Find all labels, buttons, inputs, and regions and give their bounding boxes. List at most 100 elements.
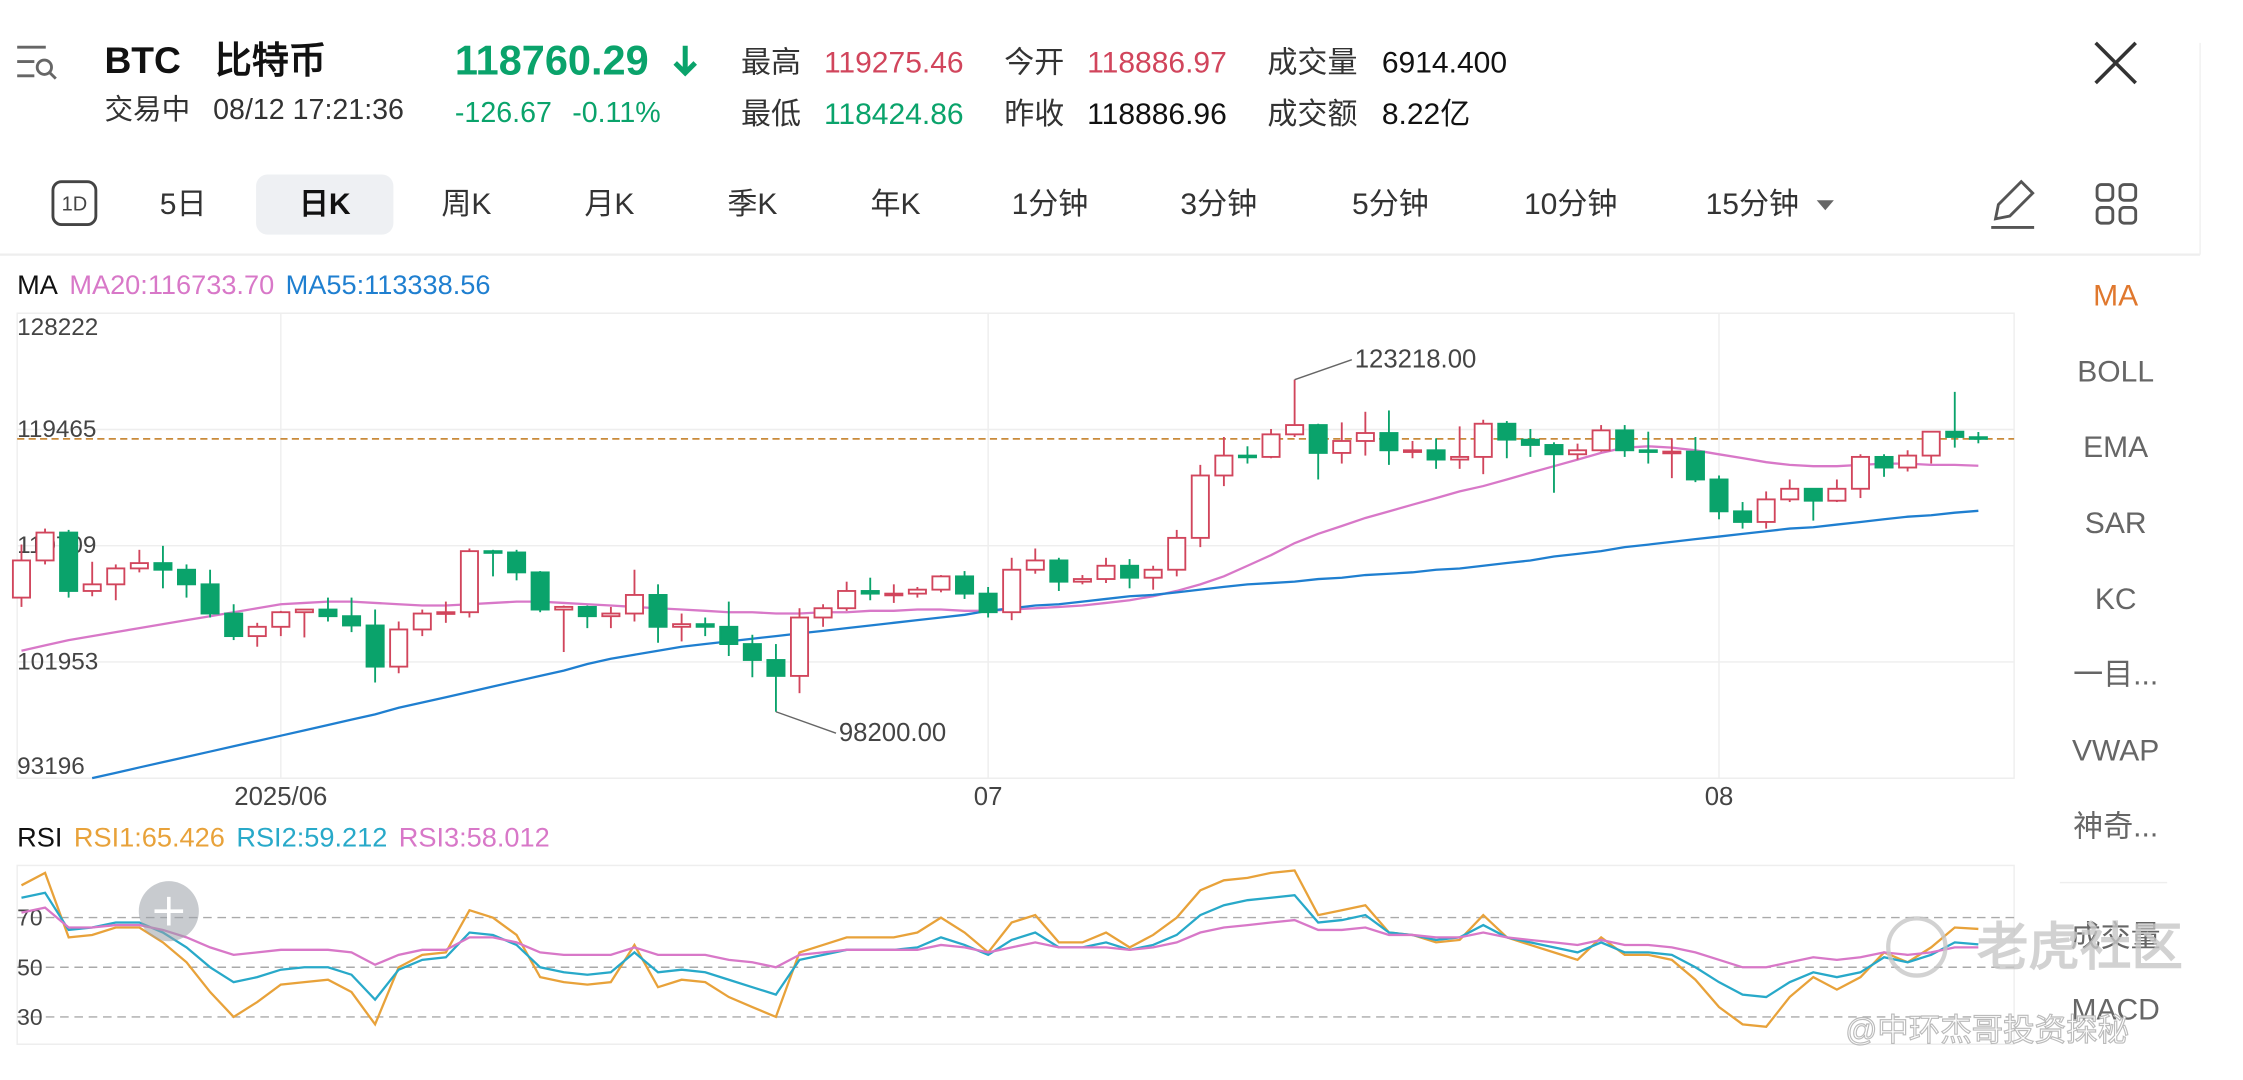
tab[interactable]: 季K [727,188,777,221]
tab[interactable]: 10分钟 [1524,188,1617,221]
candle-body [1308,424,1328,454]
y-tick-label: 50 [17,954,42,980]
candle-body [59,531,79,592]
candle-body [860,590,880,595]
tab[interactable]: 年K [870,188,920,221]
stat-label: 今开 [1004,46,1064,79]
candle-body [1827,487,1847,502]
candle-body [907,588,927,595]
candle-body [577,605,597,618]
watermark-logo [1886,916,1948,978]
period-icon[interactable]: 1D [62,194,88,216]
indicator-tab[interactable]: MA [2093,280,2138,313]
legend-entry: RSI1:65.426 [74,821,225,852]
candle-body [719,625,739,645]
menu-icon[interactable] [17,45,57,80]
series-line [21,906,1979,969]
trade-time: 08/12 17:21:36 [213,94,404,126]
candle-body [294,608,314,614]
candle-body [1945,430,1965,438]
legend-entry: MA55:113338.56 [286,269,491,300]
legend-title: MA [17,269,59,300]
candle-body [837,590,857,610]
tab[interactable]: 5日 [160,188,207,221]
candle-body [695,623,715,628]
candle-body [224,612,244,638]
legend-entry: RSI3:58.012 [399,821,550,852]
candle-body [1190,474,1210,539]
plot-frame [16,864,2015,1045]
period-icon-box[interactable] [51,180,98,227]
symbol: BTC [104,39,180,81]
indicator-sidebar: MA BOLL EMA SAR KC 一目... VWAP 神奇... 成交量 MACD [2071,280,2161,1027]
kline-chart: MA MA20:116733.70 MA55:113338.561282221194… [11,269,2015,811]
candle-body [412,612,432,631]
candle-body [11,559,31,599]
add-icon[interactable] [154,896,184,926]
tab[interactable]: 5分钟 [1352,188,1429,221]
candle-body [1285,424,1305,436]
legend-entry: RSI2:59.212 [236,821,387,852]
indicator-tab[interactable]: 神奇... [2073,810,2158,843]
candle-body [955,575,975,595]
tab[interactable]: 日K [299,188,351,221]
candle-body [1332,440,1352,454]
draw-icon[interactable] [1991,179,2035,229]
series-line [21,891,1979,1002]
tab[interactable]: 1分钟 [1012,188,1089,221]
indicator-tab[interactable]: 一目... [2073,659,2158,692]
candle-body [1002,568,1022,614]
low-annotation-label: 98200.00 [839,719,946,747]
candle-body [1615,429,1635,452]
candle-body [978,592,998,614]
candle-body [459,550,479,614]
tab[interactable]: 月K [584,188,634,221]
indicator-tab[interactable]: 成交量 [2071,920,2161,953]
stat-label: 最高 [741,46,801,79]
candle-body [1450,455,1470,461]
candle-body [1898,454,1918,469]
tab-bar: 5日 日K 周K 月K 季K 年K 1分钟 3分钟 5分钟 10分钟 15分钟 [160,188,1799,221]
y-tick-label: 30 [17,1004,42,1030]
candle-body [483,550,503,554]
indicator-tab[interactable]: EMA [2083,431,2148,464]
price-change-pct: -0.11% [572,97,660,129]
candle-body [1709,478,1729,513]
x-tick-label: 07 [974,783,1003,811]
indicator-tab[interactable]: VWAP [2072,734,2159,767]
high-annotation-label: 123218.00 [1355,346,1477,374]
candle-body [1733,510,1753,523]
indicator-tab[interactable]: BOLL [2077,355,2154,388]
watermark: @中环杰哥投资探秘 [1845,1012,2129,1047]
candle-body [672,623,692,628]
candle-body [176,568,197,586]
stat-value: 8.22亿 [1382,98,1470,131]
candle-body [129,562,149,570]
down-arrow [673,45,697,77]
candle-body [1756,498,1776,523]
stat-label: 昨收 [1004,98,1064,131]
layout-icon[interactable] [2095,183,2138,225]
tab[interactable]: 15分钟 [1706,188,1799,221]
candle-body [389,628,409,668]
candle-body [742,643,762,661]
tab[interactable]: 周K [441,188,491,221]
y-tick-label: 128222 [17,314,98,341]
candle-body [789,616,810,677]
candle-body [1120,564,1140,579]
candle-body [648,594,668,628]
indicator-tab[interactable]: SAR [2085,507,2147,540]
tab[interactable]: 3分钟 [1180,188,1257,221]
candle-body [1473,422,1493,458]
indicator-tab[interactable]: KC [2095,583,2137,616]
candle-body [1874,455,1894,469]
close-button[interactable] [2094,41,2137,85]
y-tick-label: 110709 [17,532,96,559]
stat-value: 118886.96 [1087,98,1227,131]
tab-caret[interactable] [1816,200,1834,211]
trade-status: 交易中 [104,94,190,126]
candle-body [1850,455,1870,490]
indicator-tab[interactable]: MACD [2071,993,2159,1026]
